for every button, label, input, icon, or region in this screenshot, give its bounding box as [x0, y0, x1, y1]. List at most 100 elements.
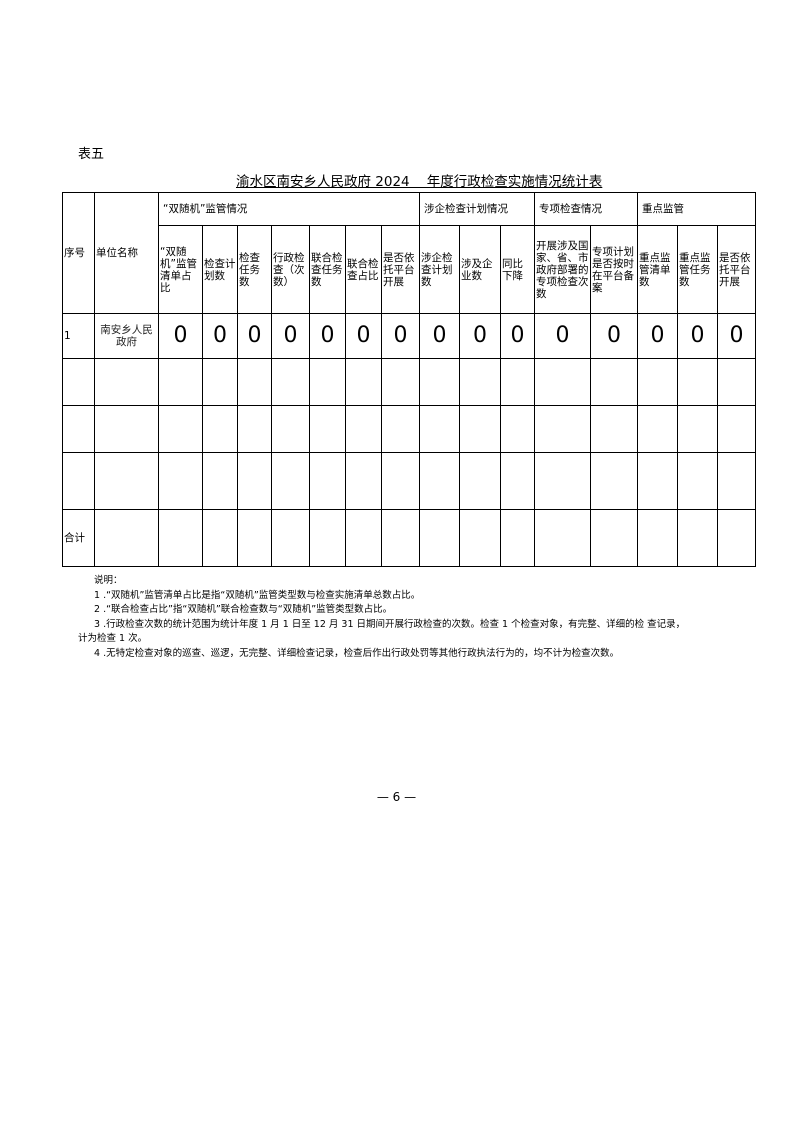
- empty-cell: [158, 452, 203, 510]
- cell-value: 0: [459, 313, 502, 359]
- empty-cell: [158, 358, 203, 406]
- statistics-table: 序号 单位名称 “双随机”监管情况 涉企检查计划情况 专项检查情况 重点监管 “…: [62, 192, 757, 567]
- page-number: — 6 —: [376, 790, 417, 804]
- empty-cell: [309, 405, 346, 453]
- empty-cell: [202, 509, 238, 567]
- cell-value: 0: [677, 313, 719, 359]
- cell-value: 0: [345, 313, 382, 359]
- group-header: “双随机”监管情况: [157, 192, 421, 226]
- note-item: 1 .“双随机”监管清单占比是指“双随机”监管类型数与检查实施清单总数占比。: [94, 589, 421, 601]
- empty-cell: [419, 405, 461, 453]
- cell-value: 0: [309, 313, 346, 359]
- note-item: 4 .无特定检查对象的巡查、巡逻，无完整、详细检查记录，检查后作出行政处罚等其他…: [94, 647, 620, 659]
- empty-cell: [380, 358, 421, 406]
- empty-cell: [534, 405, 592, 453]
- empty-cell: [345, 358, 382, 406]
- empty-cell: [459, 452, 502, 510]
- header-seq: 序号: [62, 192, 95, 314]
- empty-cell: [590, 358, 639, 406]
- column-header: 联合检查占比: [345, 225, 382, 314]
- note-item: 3 .行政检查次数的统计范围为统计年度 1 月 1 日至 12 月 31 日期间…: [94, 618, 686, 630]
- empty-cell: [500, 358, 536, 406]
- empty-cell: [158, 509, 203, 567]
- empty-cell: [345, 452, 382, 510]
- column-header: 是否依托平台开展: [380, 225, 421, 314]
- column-header: 重点监管任务数: [677, 225, 719, 314]
- empty-cell: [637, 509, 679, 567]
- empty-cell: [237, 358, 272, 406]
- empty-cell: [717, 509, 757, 567]
- group-header: 涉企检查计划情况: [419, 192, 536, 226]
- column-header: 同比下降: [500, 225, 536, 314]
- empty-cell: [271, 358, 310, 406]
- cell-unit: 南安乡人民政府: [94, 313, 159, 359]
- empty-cell: [309, 358, 346, 406]
- empty-cell: [419, 509, 461, 567]
- empty-cell: [345, 509, 382, 567]
- empty-cell: [677, 358, 719, 406]
- empty-cell: [590, 452, 639, 510]
- column-header: 开展涉及国家、省、市政府部署的专项检查次数: [534, 225, 592, 314]
- empty-cell: [459, 405, 502, 453]
- empty-cell: [94, 358, 159, 406]
- table-label: 表五: [78, 147, 105, 162]
- column-header: 重点监管清单数: [637, 225, 679, 314]
- empty-cell: [271, 405, 310, 453]
- empty-cell: [677, 405, 719, 453]
- empty-cell: [271, 509, 310, 567]
- empty-cell: [717, 358, 757, 406]
- empty-cell: [237, 452, 272, 510]
- page-title: 渝水区南安乡人民政府 2024 年度行政检查实施情况统计表: [236, 174, 603, 190]
- empty-cell: [380, 452, 421, 510]
- cell-value: 0: [419, 313, 461, 359]
- column-header: 专项计划是否按时在平台备案: [590, 225, 639, 314]
- empty-cell: [237, 509, 272, 567]
- empty-cell: [202, 452, 238, 510]
- table-row: [62, 358, 757, 406]
- empty-cell: [590, 509, 639, 567]
- empty-cell: [534, 452, 592, 510]
- cell-value: 0: [237, 313, 272, 359]
- empty-cell: [62, 405, 95, 453]
- empty-cell: [380, 509, 421, 567]
- empty-cell: [590, 405, 639, 453]
- cell-value: 0: [271, 313, 310, 359]
- column-header: 检查计划数: [202, 225, 238, 314]
- column-header: 联合检查任务数: [309, 225, 346, 314]
- cell-value: 0: [534, 313, 592, 359]
- empty-cell: [717, 452, 757, 510]
- empty-cell: [237, 405, 272, 453]
- empty-cell: [677, 452, 719, 510]
- cell-value: 0: [637, 313, 679, 359]
- header-unit: 单位名称: [94, 192, 159, 314]
- notes-heading: 说明：: [94, 575, 123, 586]
- column-header: 检查任务数: [237, 225, 272, 314]
- group-header: 重点监管: [637, 192, 757, 226]
- cell-value: 0: [500, 313, 536, 359]
- column-header: “双随机”监管清单占比: [158, 225, 203, 314]
- empty-cell: [637, 452, 679, 510]
- empty-cell: [309, 452, 346, 510]
- table-row: [62, 405, 757, 453]
- empty-cell: [345, 405, 382, 453]
- empty-cell: [202, 405, 238, 453]
- empty-cell: [500, 452, 536, 510]
- empty-cell: [62, 358, 95, 406]
- empty-cell: [380, 405, 421, 453]
- column-header: 行政检查（次数）: [271, 225, 310, 314]
- group-header: 专项检查情况: [534, 192, 639, 226]
- empty-cell: [419, 358, 461, 406]
- empty-cell: [94, 452, 159, 510]
- empty-cell: [459, 358, 502, 406]
- empty-cell: [500, 405, 536, 453]
- empty-cell: [62, 452, 95, 510]
- empty-cell: [459, 509, 502, 567]
- empty-cell: [202, 358, 238, 406]
- empty-cell: [534, 509, 592, 567]
- empty-cell: [717, 405, 757, 453]
- empty-cell: [419, 452, 461, 510]
- empty-cell: [637, 358, 679, 406]
- total-label: 合计: [62, 509, 95, 567]
- empty-cell: [271, 452, 310, 510]
- note-item: 2 .“联合检查占比”指“双随机”联合检查数与“双随机”监管类型数占比。: [94, 604, 393, 615]
